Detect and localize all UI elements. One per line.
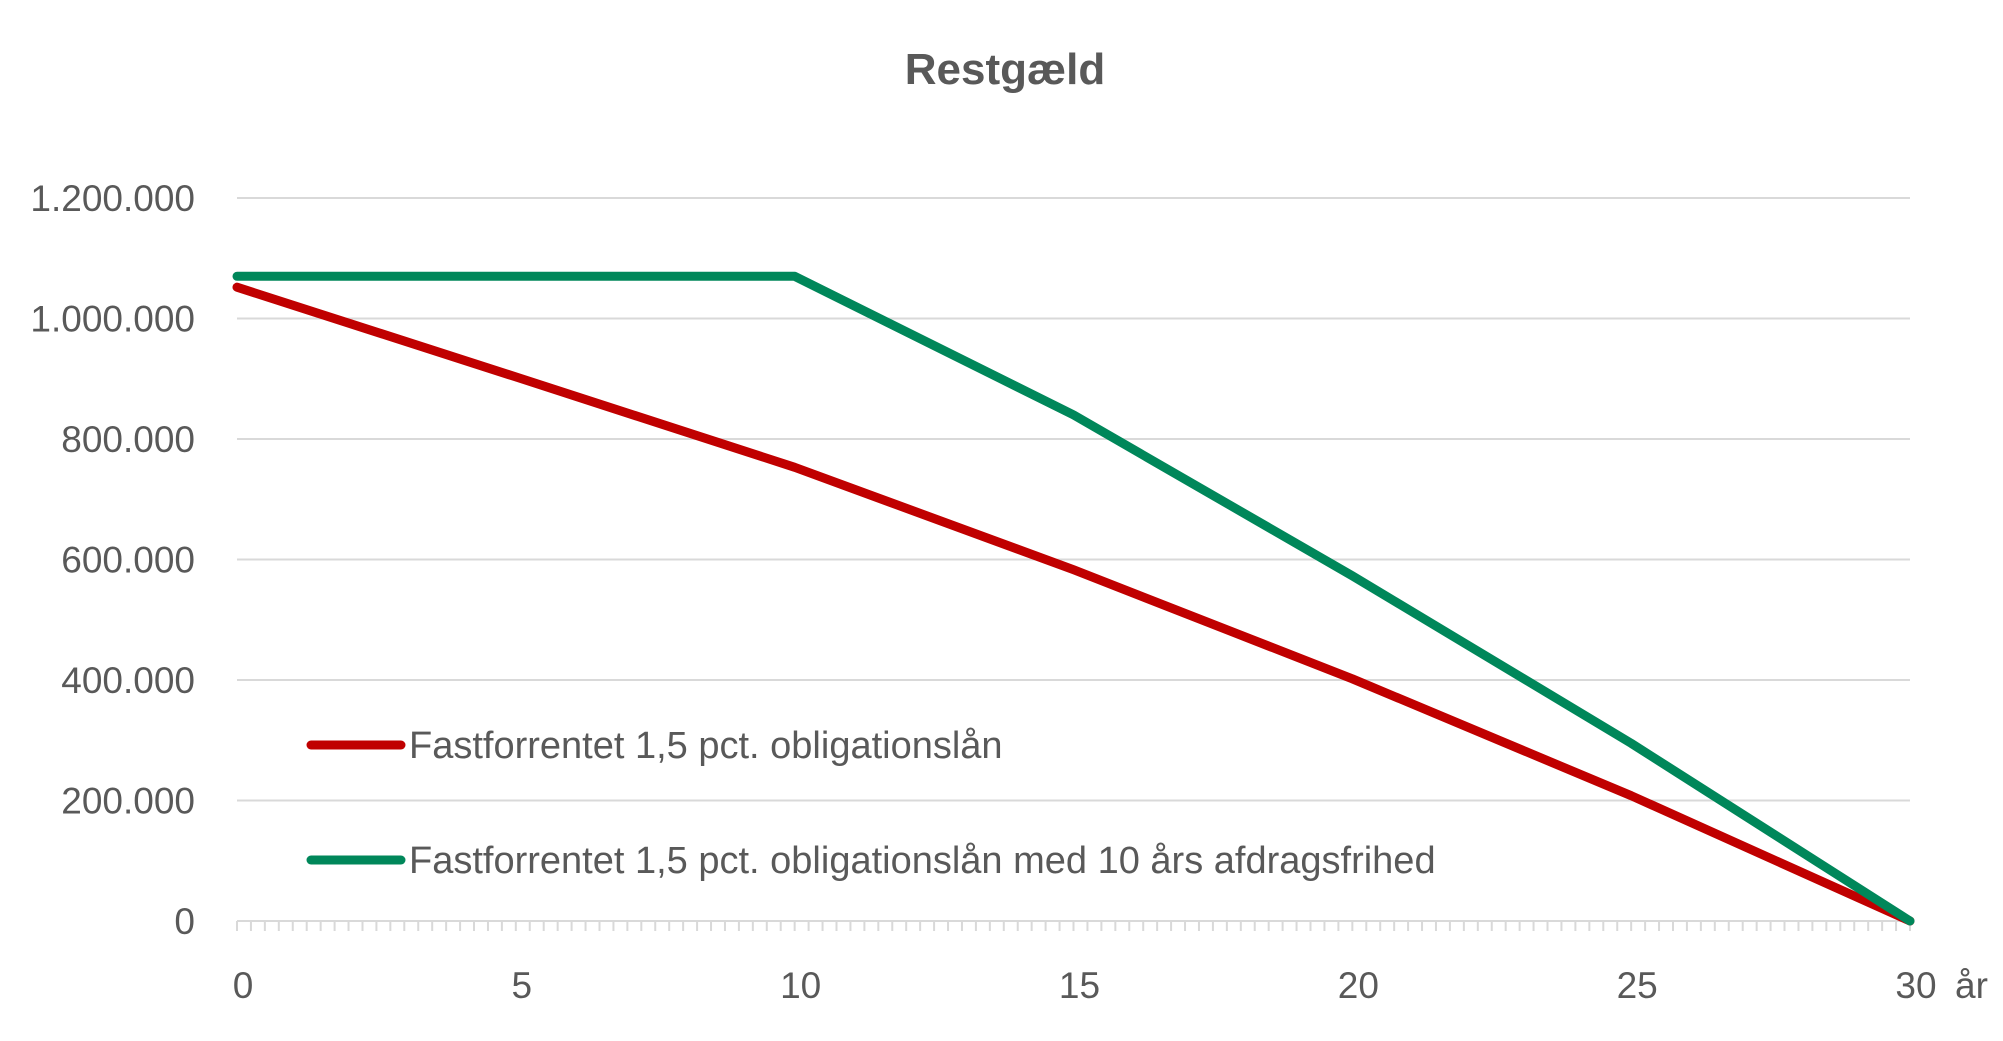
x-tick-label: 20 bbox=[1338, 965, 1379, 1006]
y-tick-label: 800.000 bbox=[61, 419, 195, 460]
x-axis-unit-label: år bbox=[1955, 965, 1988, 1006]
x-axis bbox=[236, 920, 1911, 931]
legend-label-2: Fastforrentet 1,5 pct. obligationslån me… bbox=[409, 840, 1436, 882]
y-tick-label: 200.000 bbox=[61, 781, 195, 822]
y-tick-label: 1.200.000 bbox=[30, 178, 195, 219]
gridlines bbox=[237, 197, 1910, 802]
y-axis-tick-labels: 0 200.000 400.000 600.000 800.000 1.000.000 1.… bbox=[30, 178, 195, 942]
x-tick-label: 30 bbox=[1895, 965, 1936, 1006]
legend-label-1: Fastforrentet 1,5 pct. obligationslån bbox=[409, 725, 1003, 767]
x-tick-label: 10 bbox=[780, 965, 821, 1006]
legend: Fastforrentet 1,5 pct. obligationslån Fas… bbox=[306, 725, 1436, 882]
series-lines bbox=[232, 271, 1915, 926]
y-tick-label: 1.000.000 bbox=[30, 299, 195, 340]
series-line-1 bbox=[232, 282, 1915, 926]
x-tick-label: 25 bbox=[1617, 965, 1658, 1006]
x-tick-label: 5 bbox=[512, 965, 533, 1006]
y-tick-label: 600.000 bbox=[61, 540, 195, 581]
y-tick-label: 0 bbox=[174, 901, 195, 942]
x-tick-label: 0 bbox=[233, 965, 254, 1006]
y-tick-label: 400.000 bbox=[61, 660, 195, 701]
series-line-2 bbox=[232, 271, 1915, 926]
x-tick-label: 15 bbox=[1059, 965, 1100, 1006]
x-axis-tick-labels: 0 5 10 15 20 25 30 bbox=[233, 965, 1937, 1006]
chart-title: Restgæld bbox=[905, 45, 1105, 94]
